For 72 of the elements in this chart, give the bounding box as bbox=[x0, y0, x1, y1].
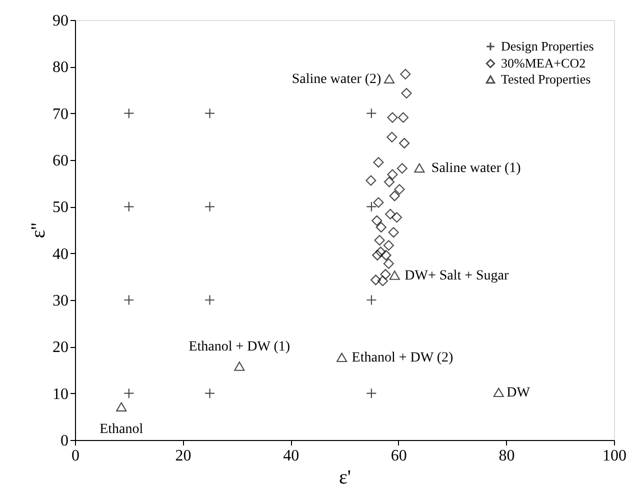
point bbox=[398, 112, 409, 123]
point bbox=[372, 215, 382, 226]
point bbox=[366, 108, 377, 119]
point bbox=[391, 212, 402, 223]
point bbox=[400, 68, 411, 80]
point bbox=[380, 250, 392, 260]
legend-label: 30%MEA+CO2 bbox=[501, 56, 586, 70]
point bbox=[234, 362, 245, 371]
point bbox=[383, 258, 394, 269]
x-tick-label: 40 bbox=[283, 448, 300, 464]
point bbox=[399, 138, 410, 148]
x-tick-label: 100 bbox=[602, 448, 626, 464]
point bbox=[384, 74, 395, 84]
annotation: Ethanol + DW (1) bbox=[188, 339, 290, 354]
point bbox=[389, 190, 400, 202]
point bbox=[377, 276, 388, 286]
y-tick-label: 10 bbox=[52, 386, 68, 403]
point bbox=[376, 222, 386, 232]
y-tick-label: 30 bbox=[52, 292, 68, 310]
x-tick-label: 60 bbox=[390, 448, 407, 464]
point bbox=[124, 108, 134, 119]
point bbox=[124, 388, 134, 399]
y-tick-label: 20 bbox=[52, 339, 68, 356]
point bbox=[380, 269, 391, 280]
point bbox=[374, 234, 385, 246]
annotation: Ethanol + DW (2) bbox=[352, 350, 454, 366]
point bbox=[414, 163, 425, 173]
y-tick-label: 60 bbox=[52, 152, 68, 170]
y-tick-label: 0 bbox=[60, 432, 68, 450]
point bbox=[375, 246, 386, 258]
annotation: Saline water (2) bbox=[292, 72, 382, 87]
point bbox=[383, 240, 394, 251]
point bbox=[388, 227, 399, 238]
point bbox=[370, 274, 382, 286]
y-tick-label: 40 bbox=[52, 246, 68, 263]
point bbox=[124, 201, 134, 212]
point bbox=[204, 388, 216, 399]
annotation: DW bbox=[506, 385, 531, 400]
legend-label: Tested Properties bbox=[501, 72, 591, 86]
y-tick-label: 70 bbox=[52, 106, 68, 123]
point bbox=[386, 132, 398, 142]
point bbox=[387, 112, 398, 123]
x-tick-label: 80 bbox=[498, 448, 515, 464]
point bbox=[401, 88, 412, 99]
point bbox=[493, 388, 504, 398]
point bbox=[384, 176, 395, 188]
y-tick-label: 50 bbox=[52, 199, 68, 216]
legend-label: Design Properties bbox=[501, 38, 594, 54]
point bbox=[389, 270, 400, 280]
point bbox=[394, 184, 405, 195]
point bbox=[366, 388, 377, 399]
point bbox=[387, 169, 398, 180]
y-tick-label: 80 bbox=[52, 59, 68, 76]
point bbox=[373, 197, 384, 208]
point bbox=[366, 175, 376, 186]
x-tick-label: 0 bbox=[72, 448, 80, 464]
point bbox=[204, 201, 216, 212]
annotation: Ethanol bbox=[100, 422, 144, 437]
point bbox=[366, 201, 377, 212]
point bbox=[385, 208, 396, 220]
point bbox=[372, 250, 383, 260]
x-tick-label: 20 bbox=[175, 448, 192, 464]
point bbox=[336, 352, 348, 362]
y-axis-title: ε'' bbox=[28, 222, 50, 238]
annotation: Saline water (1) bbox=[431, 160, 522, 176]
point bbox=[116, 402, 127, 412]
annotation: DW+ Salt + Sugar bbox=[404, 268, 510, 284]
y-tick-label: 90 bbox=[52, 12, 68, 30]
point bbox=[396, 163, 408, 174]
point bbox=[204, 108, 216, 119]
point bbox=[373, 157, 384, 168]
x-axis-title: ε' bbox=[338, 466, 352, 488]
